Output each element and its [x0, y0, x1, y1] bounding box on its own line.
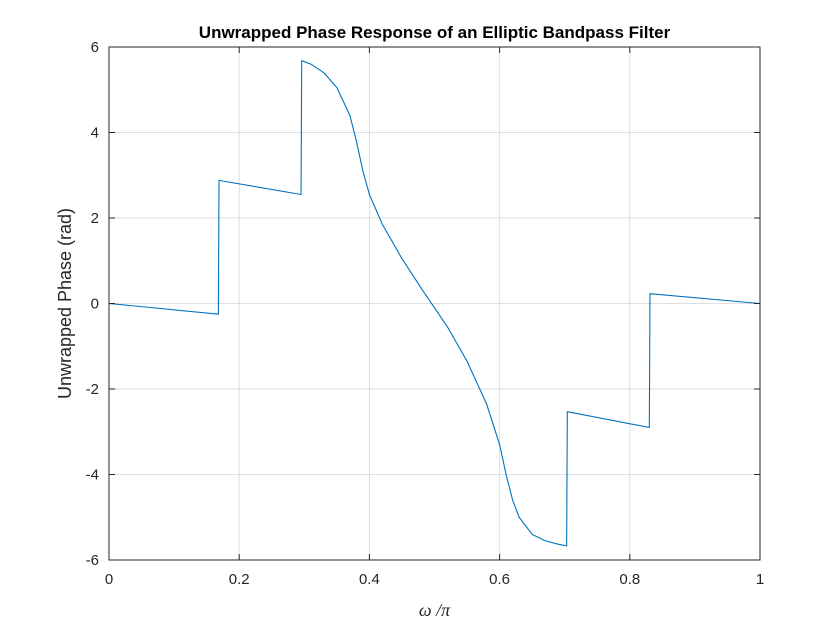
y-tick-label: -2	[86, 381, 99, 398]
y-tick-label: 4	[91, 125, 99, 142]
x-tick-label: 0	[105, 571, 113, 588]
chart-title: Unwrapped Phase Response of an Elliptic …	[199, 23, 671, 42]
series-line	[108, 60, 761, 547]
data-layer	[108, 60, 761, 547]
y-tick-label: 6	[91, 39, 99, 56]
tick-labels: 0 0.2 0.4 0.6 0.8 1 -6 -4 -2 0 2 4 6	[86, 39, 765, 588]
y-tick-label: 2	[91, 210, 99, 227]
x-tick-label: 1	[756, 571, 764, 588]
axis-ticks	[108, 46, 761, 561]
x-tick-label: 0.6	[489, 571, 510, 588]
y-axis-label: Unwrapped Phase (rad)	[55, 208, 75, 399]
x-tick-label: 0.8	[619, 571, 640, 588]
x-tick-label: 0.2	[229, 571, 250, 588]
y-tick-label: -4	[86, 467, 99, 484]
x-tick-label: 0.4	[359, 571, 380, 588]
y-tick-label: 0	[91, 296, 99, 313]
x-axis-label: ω /π	[419, 600, 451, 620]
y-tick-label: -6	[86, 552, 99, 569]
